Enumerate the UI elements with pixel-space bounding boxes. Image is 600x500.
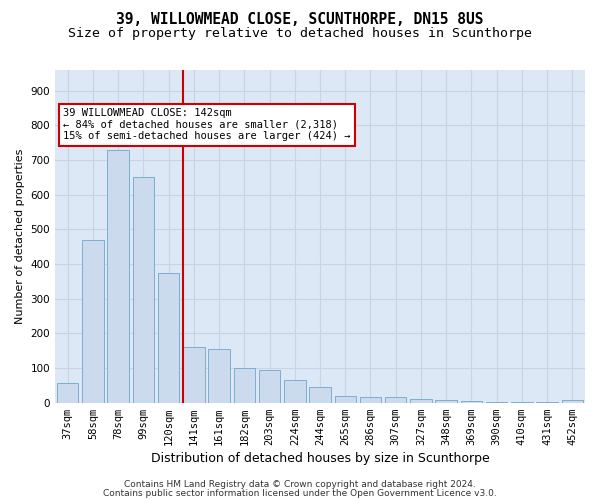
Bar [562, 400, 583, 402]
Bar [259, 370, 280, 402]
Text: 39, WILLOWMEAD CLOSE, SCUNTHORPE, DN15 8US: 39, WILLOWMEAD CLOSE, SCUNTHORPE, DN15 8… [116, 12, 484, 28]
Bar [284, 380, 305, 402]
Text: Size of property relative to detached houses in Scunthorpe: Size of property relative to detached ho… [68, 28, 532, 40]
Bar [158, 272, 179, 402]
X-axis label: Distribution of detached houses by size in Scunthorpe: Distribution of detached houses by size … [151, 452, 490, 465]
Bar [208, 349, 230, 403]
Bar [309, 387, 331, 402]
Bar [133, 178, 154, 402]
Y-axis label: Number of detached properties: Number of detached properties [15, 148, 25, 324]
Bar [57, 382, 79, 402]
Text: Contains public sector information licensed under the Open Government Licence v3: Contains public sector information licen… [103, 488, 497, 498]
Bar [335, 396, 356, 402]
Bar [82, 240, 104, 402]
Text: 39 WILLOWMEAD CLOSE: 142sqm
← 84% of detached houses are smaller (2,318)
15% of : 39 WILLOWMEAD CLOSE: 142sqm ← 84% of det… [63, 108, 350, 142]
Bar [461, 401, 482, 402]
Text: Contains HM Land Registry data © Crown copyright and database right 2024.: Contains HM Land Registry data © Crown c… [124, 480, 476, 489]
Bar [385, 397, 406, 402]
Bar [360, 397, 381, 402]
Bar [183, 347, 205, 403]
Bar [107, 150, 129, 402]
Bar [233, 368, 255, 402]
Bar [436, 400, 457, 402]
Bar [410, 399, 431, 402]
